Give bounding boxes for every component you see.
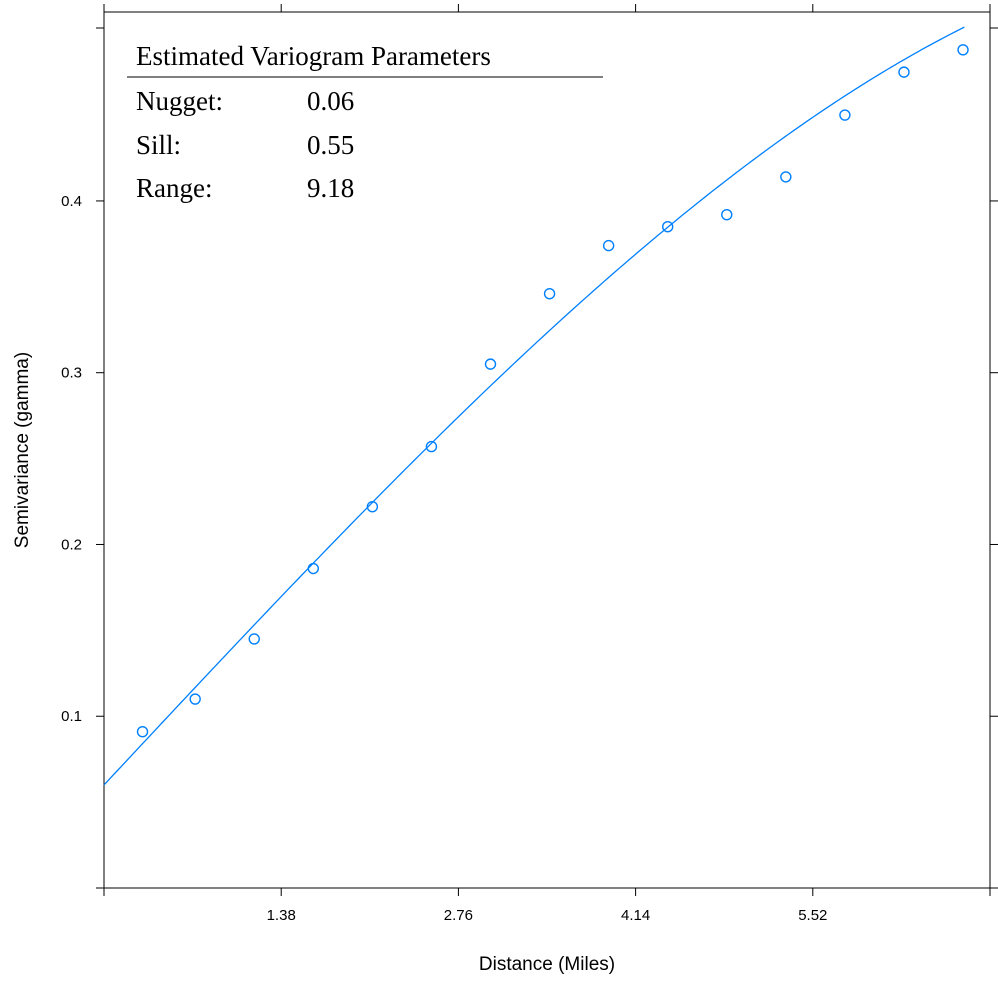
x-tick-label: 4.14 [621, 907, 650, 924]
data-point [136, 725, 149, 738]
inset-value-sill: 0.55 [307, 130, 354, 160]
axis-ticks [96, 4, 998, 896]
data-point [662, 221, 674, 233]
data-point [602, 239, 615, 252]
empirical-semivariance-points [136, 44, 969, 738]
data-point [957, 44, 969, 56]
y-tick-label: 0.4 [61, 193, 82, 210]
inset-value-range: 9.18 [307, 173, 354, 203]
data-point [425, 440, 438, 453]
y-axis-title: Semivariance (gamma) [12, 352, 33, 548]
y-tick-label: 0.1 [61, 708, 82, 725]
x-tick-label: 5.52 [798, 907, 827, 924]
inset-label-sill: Sill: [136, 130, 181, 160]
axis-tick-labels: 1.38 2.76 4.14 5.52 0.1 0.2 0.3 0.4 [61, 193, 827, 924]
data-point [780, 171, 792, 183]
plot-frame [103, 11, 991, 889]
data-point [898, 66, 910, 78]
inset-title: Estimated Variogram Parameters [136, 41, 491, 71]
y-tick-label: 0.2 [61, 536, 82, 553]
inset-label-range: Range: [136, 173, 212, 203]
data-point [307, 562, 320, 575]
inset-value-nugget: 0.06 [307, 86, 354, 116]
inset-label-nugget: Nugget: [136, 86, 223, 116]
x-tick-label: 1.38 [267, 907, 296, 924]
data-point [366, 500, 379, 513]
x-tick-label: 2.76 [444, 907, 473, 924]
data-point [484, 358, 497, 370]
data-point [248, 633, 260, 645]
variogram-parameters-inset: Estimated Variogram Parameters Nugget: 0… [127, 41, 603, 203]
y-tick-label: 0.3 [61, 365, 82, 382]
data-point [839, 109, 851, 121]
data-point [543, 287, 556, 300]
data-point [189, 693, 201, 705]
data-point [721, 208, 733, 221]
x-axis-title: Distance (Miles) [479, 954, 615, 975]
fitted-variogram-curve [103, 26, 965, 786]
